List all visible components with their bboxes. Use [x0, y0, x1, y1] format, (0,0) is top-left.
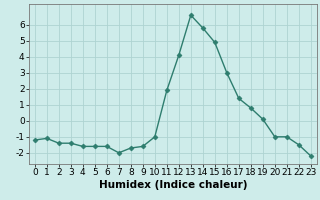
X-axis label: Humidex (Indice chaleur): Humidex (Indice chaleur) — [99, 180, 247, 190]
